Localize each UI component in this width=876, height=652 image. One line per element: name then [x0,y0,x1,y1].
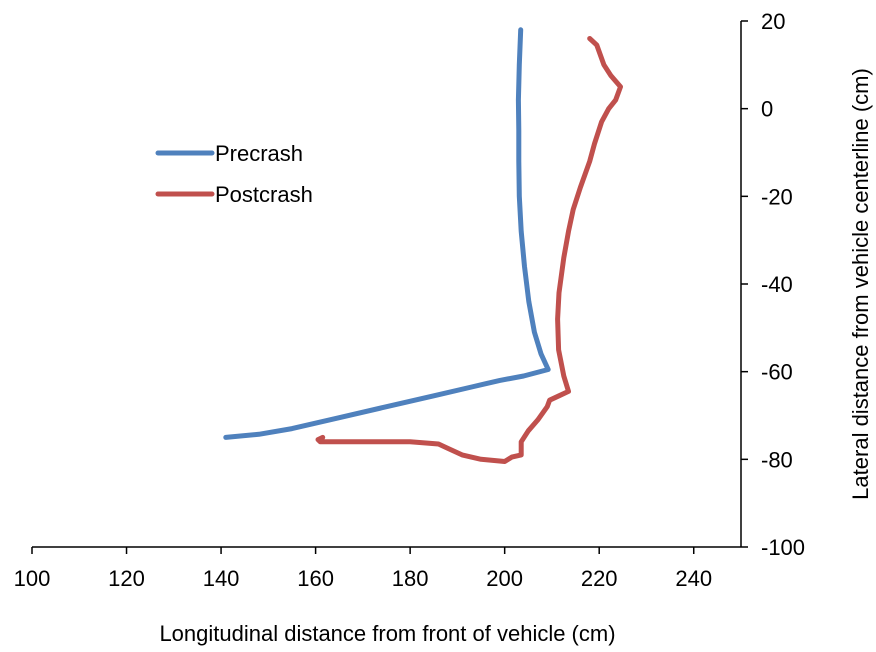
series-line-precrash [223,27,551,440]
legend-label-precrash: Precrash [215,141,303,166]
x-tick-label: 240 [675,566,712,591]
x-tick-label: 200 [486,566,523,591]
x-axis-title: Longitudinal distance from front of vehi… [159,621,615,646]
y-axis-title: Lateral distance from vehicle centerline… [848,68,873,500]
axis-titles: Longitudinal distance from front of vehi… [159,68,873,646]
series-line-postcrash [315,36,623,464]
y-tick-label: -100 [761,535,805,560]
axes: 100 120 140 160 180 200 220 240200-20-40-60-80-… [14,9,805,591]
x-tick-label: 120 [108,566,145,591]
y-tick-label: 0 [761,97,773,122]
x-tick-label: 220 [581,566,618,591]
x-tick-label: 160 [297,566,334,591]
legend-label-postcrash: Postcrash [215,182,313,207]
y-tick-label: -40 [761,272,793,297]
x-tick-label: 140 [203,566,240,591]
y-tick-label: -60 [761,360,793,385]
y-tick-label: -20 [761,184,793,209]
y-tick-label: -80 [761,447,793,472]
y-tick-label: 20 [761,9,785,34]
legend: Precrash Postcrash [155,141,313,207]
series-lines [223,27,623,464]
x-tick-label: 100 [14,566,51,591]
x-tick-label: 180 [392,566,429,591]
